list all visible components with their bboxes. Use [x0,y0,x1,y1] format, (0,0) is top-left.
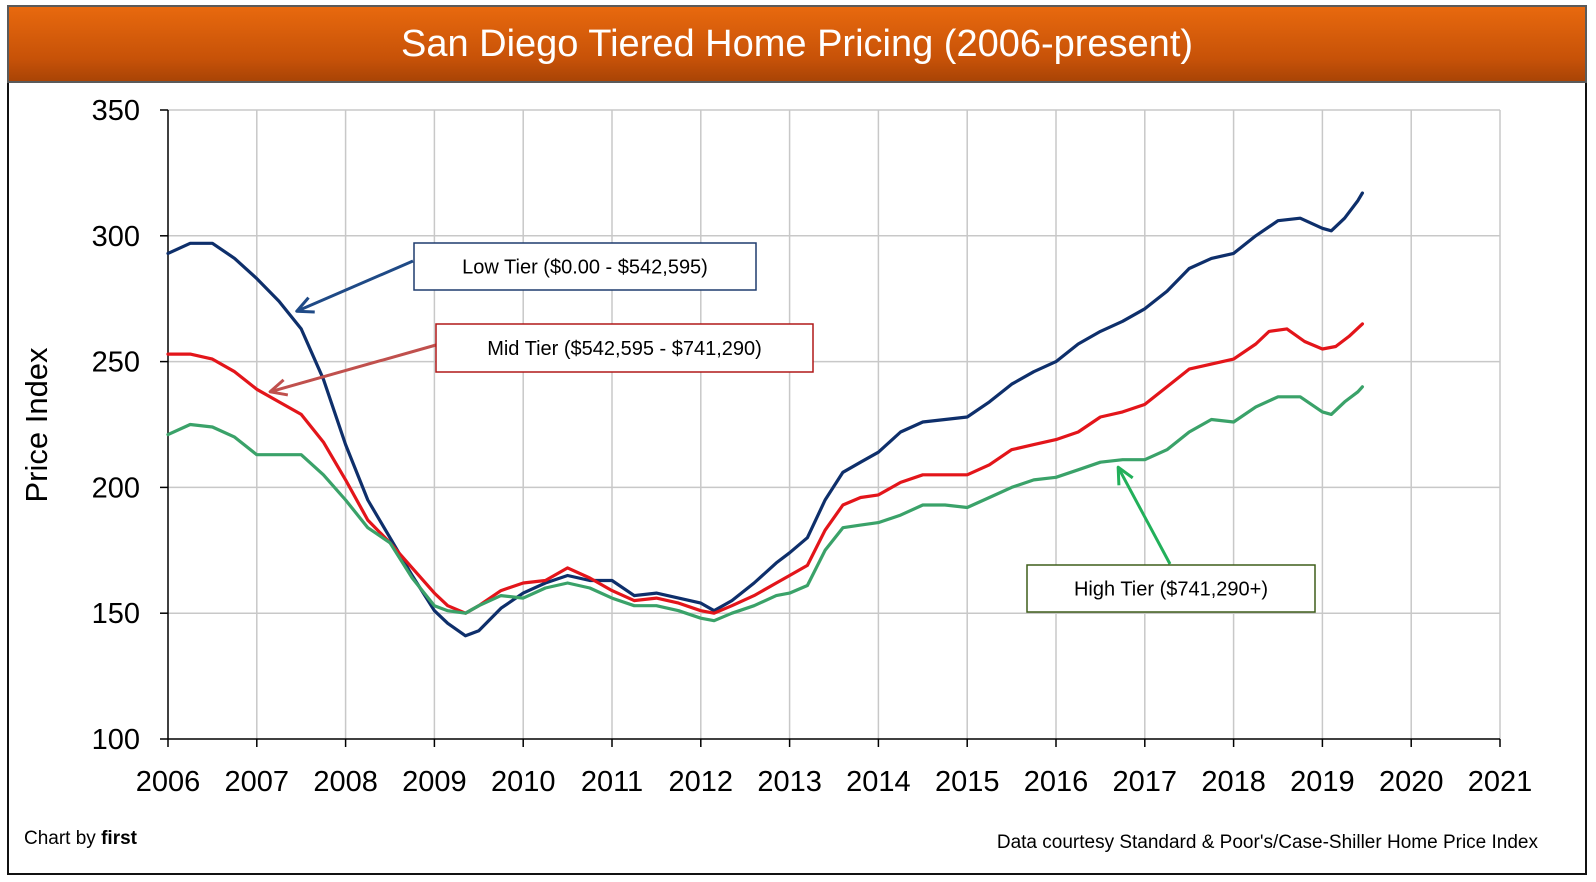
x-tick-label: 2016 [1024,766,1089,798]
annotation-arrowhead-high [1116,465,1134,486]
x-tick-label: 2020 [1379,766,1444,798]
annotation-arrow-mid [269,343,437,394]
y-tick-label: 200 [92,472,140,504]
x-tick-label: 2010 [491,766,556,798]
y-tick-label: 350 [92,95,140,127]
y-tick-label: 150 [92,598,140,630]
annotation-label-low: Low Tier ($0.00 - $542,595) [462,257,708,279]
chart-frame [7,5,1587,875]
x-tick-label: 2009 [402,766,467,798]
series-line-low [166,191,1364,638]
x-tick-label: 2011 [581,766,643,798]
annotation-arrow-high [1116,466,1172,565]
annotation-label-high: High Tier ($741,290+) [1074,579,1268,601]
chart-title: San Diego Tiered Home Pricing (2006-pres… [7,5,1587,83]
x-tick-label: 2021 [1468,766,1533,798]
chart-credit: Chart by first [24,828,137,850]
y-axis-label: Price Index [19,347,54,503]
annotation-box-low [413,242,757,291]
x-tick-label: 2014 [846,766,911,798]
data-source-note: Data courtesy Standard & Poor's/Case-Shi… [996,832,1538,853]
x-tick-label: 2017 [1113,766,1178,798]
chart-credit-prefix: Chart by [24,828,102,849]
x-tick-label: 2007 [225,766,290,798]
annotation-box-mid [435,323,814,373]
x-tick-label: 2006 [136,766,201,798]
annotation-label-mid: Mid Tier ($542,595 - $741,290) [487,338,762,360]
x-tick-label: 2018 [1201,766,1266,798]
annotation-arrow-low [296,259,414,313]
x-tick-label: 2013 [757,766,822,798]
chart-credit-name: first [101,828,137,849]
x-tick-label: 2008 [313,766,378,798]
series-line-high [166,385,1364,623]
annotation-box-high [1026,564,1316,613]
annotation-arrowhead-mid [268,378,289,397]
y-tick-label: 300 [92,221,140,253]
y-tick-label: 100 [92,724,140,756]
x-tick-label: 2019 [1290,766,1355,798]
x-tick-label: 2012 [669,766,734,798]
y-tick-label: 250 [92,347,140,379]
annotation-arrowhead-low [295,296,315,314]
x-tick-label: 2015 [935,766,1000,798]
